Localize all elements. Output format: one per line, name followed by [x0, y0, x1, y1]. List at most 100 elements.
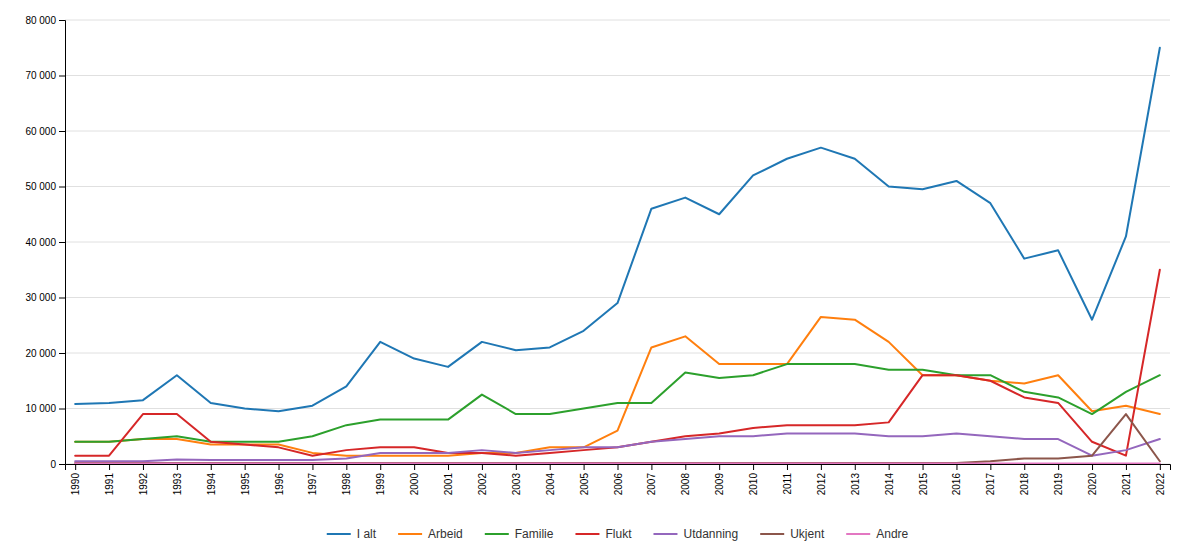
x-tick-mark — [923, 464, 924, 470]
x-tick-mark — [380, 464, 381, 470]
x-tick-label: 2016 — [951, 473, 962, 496]
y-tick-mark — [59, 76, 65, 77]
y-tick-mark — [59, 409, 65, 410]
x-tick-mark — [855, 464, 856, 470]
x-tick: 2005 — [579, 464, 590, 495]
y-tick-mark — [59, 187, 65, 188]
x-tick: 2022 — [1155, 464, 1166, 495]
legend-swatch — [575, 533, 599, 535]
x-tick-label: 2005 — [579, 473, 590, 496]
y-axis: 0 10 000 20 000 30 000 40 000 50 000 60 000 70 … — [25, 15, 65, 470]
series-line — [75, 364, 1160, 442]
series-line — [75, 414, 1160, 463]
x-tick-mark — [1092, 464, 1093, 470]
x-tick: 2004 — [545, 464, 556, 495]
legend-item: Flukt — [575, 527, 632, 541]
x-tick: 2021 — [1121, 464, 1132, 495]
y-tick-label: 40 000 — [25, 237, 56, 248]
legend-swatch — [760, 533, 784, 535]
x-tick-label: 1995 — [240, 473, 251, 496]
x-tick: 2016 — [951, 464, 962, 495]
x-tick-mark — [685, 464, 686, 470]
y-tick-mark — [59, 20, 65, 21]
x-tick-label: 1994 — [206, 473, 217, 496]
x-tick-label: 2021 — [1121, 473, 1132, 496]
x-axis-line — [66, 465, 1171, 471]
y-tick: 50 000 — [25, 181, 65, 192]
y-tick-label: 50 000 — [25, 181, 56, 192]
x-tick-label: 2011 — [782, 473, 793, 495]
x-axis: 1990 1991 1992 1993 1994 1995 1996 1997 1998 1999… — [66, 464, 1171, 495]
x-tick: 2007 — [646, 464, 657, 495]
legend-label: Arbeid — [428, 527, 463, 541]
y-axis-line — [59, 21, 66, 465]
y-tick: 40 000 — [25, 237, 65, 248]
x-tick: 2010 — [748, 464, 759, 495]
legend-label: Ukjent — [790, 527, 825, 541]
x-tick: 1990 — [70, 464, 81, 495]
y-tick-mark — [59, 242, 65, 243]
legend-swatch — [485, 533, 509, 535]
x-tick: 1991 — [104, 464, 115, 495]
x-tick: 1996 — [274, 464, 285, 495]
legend-swatch — [846, 533, 870, 535]
x-tick-mark — [245, 464, 246, 470]
y-tick-label: 70 000 — [25, 70, 56, 81]
y-tick-mark — [59, 353, 65, 354]
grid — [65, 20, 1170, 464]
x-tick-mark — [1160, 464, 1161, 470]
x-tick: 1997 — [307, 464, 318, 495]
grid-line — [65, 353, 1170, 354]
y-tick-mark — [59, 464, 65, 465]
x-tick-mark — [211, 464, 212, 470]
y-tick-label: 20 000 — [25, 348, 56, 359]
x-tick-label: 1996 — [274, 473, 285, 496]
x-tick-label: 2004 — [545, 473, 556, 496]
x-tick-label: 2022 — [1155, 473, 1166, 496]
x-tick: 2001 — [443, 464, 454, 495]
x-tick: 1992 — [138, 464, 149, 495]
x-tick-label: 2009 — [714, 473, 725, 496]
y-tick: 0 — [50, 459, 65, 470]
x-tick-mark — [516, 464, 517, 470]
y-tick: 30 000 — [25, 292, 65, 303]
x-tick-label: 2019 — [1053, 473, 1064, 496]
chart: 1990 1991 1992 1993 1994 1995 1996 1997 1998 1999… — [0, 0, 1200, 559]
legend-label: Flukt — [605, 527, 632, 541]
x-tick-mark — [143, 464, 144, 470]
y-tick-label: 30 000 — [25, 292, 56, 303]
x-tick-mark — [719, 464, 720, 470]
x-tick-label: 1999 — [375, 473, 386, 496]
x-tick-label: 2020 — [1087, 473, 1098, 496]
x-tick-label: 2002 — [477, 473, 488, 496]
x-tick-mark — [448, 464, 449, 470]
x-tick: 1998 — [341, 464, 352, 495]
x-tick-label: 2014 — [884, 473, 895, 496]
series-line — [75, 433, 1160, 461]
x-tick-label: 1990 — [70, 473, 81, 496]
x-tick: 2015 — [918, 464, 929, 495]
grid-line — [65, 131, 1170, 132]
x-tick: 2003 — [511, 464, 522, 495]
grid-line — [65, 186, 1170, 187]
lines — [75, 48, 1160, 464]
x-tick-label: 2010 — [748, 473, 759, 496]
grid-line — [65, 20, 1170, 21]
x-tick: 2002 — [477, 464, 488, 495]
y-tick-mark — [59, 298, 65, 299]
x-tick-mark — [821, 464, 822, 470]
x-tick: 1999 — [375, 464, 386, 495]
x-tick: 2019 — [1053, 464, 1064, 495]
x-tick-mark — [584, 464, 585, 470]
grid-line — [65, 408, 1170, 409]
y-tick: 80 000 — [25, 15, 65, 26]
legend-label: Familie — [515, 527, 554, 541]
x-tick: 2020 — [1087, 464, 1098, 495]
series-line — [75, 270, 1160, 456]
y-tick-label: 60 000 — [25, 126, 56, 137]
x-tick-label: 2017 — [985, 473, 996, 496]
x-tick-mark — [75, 464, 76, 470]
x-tick: 2006 — [613, 464, 624, 495]
x-tick-label: 1993 — [172, 473, 183, 496]
y-tick: 10 000 — [25, 403, 65, 414]
